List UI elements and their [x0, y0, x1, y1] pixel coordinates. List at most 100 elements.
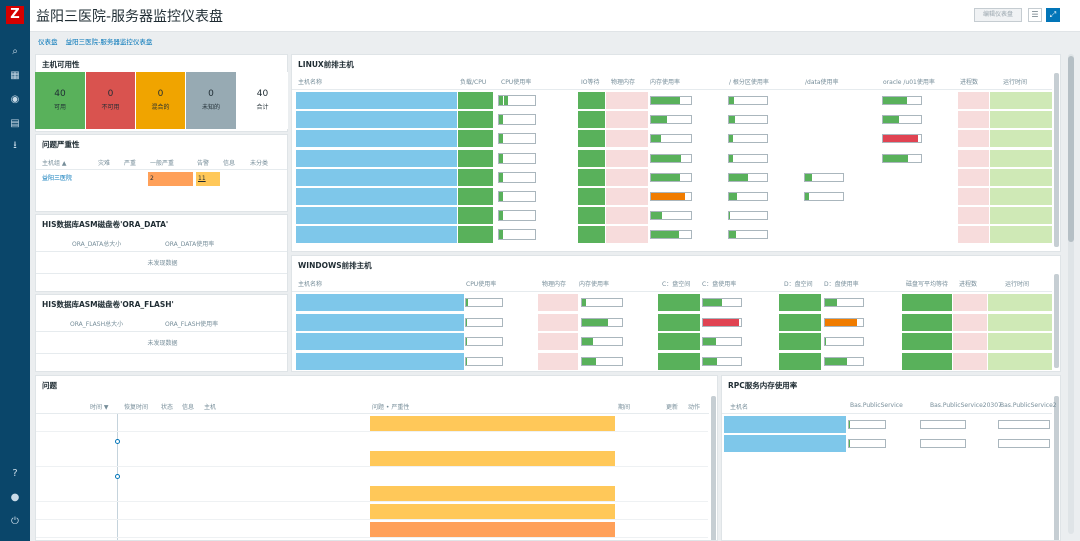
problem-host[interactable]: [204, 521, 370, 538]
cpu-seg: [499, 211, 503, 221]
timeline-dot: [115, 474, 120, 479]
memory-usage-bar: [581, 337, 623, 346]
problem-host[interactable]: [204, 450, 370, 467]
problem-host[interactable]: [204, 485, 370, 502]
table-row[interactable]: [292, 226, 1052, 244]
zabbix-logo[interactable]: Z: [6, 6, 24, 24]
dashboard-icon[interactable]: ▦: [10, 70, 20, 81]
edit-dashboard-button[interactable]: 编辑仪表盘: [974, 8, 1022, 22]
sidebar: Z ⌕ ▦ ◉ ▤ ⭳ ? ● ⏻: [0, 0, 30, 541]
problem-row[interactable]: [36, 450, 708, 467]
average-count[interactable]: 2: [148, 172, 193, 186]
page-scrollbar-track[interactable]: [1068, 54, 1074, 534]
problem-duration[interactable]: [618, 521, 662, 538]
problem-description[interactable]: [370, 504, 615, 519]
memory-usage-bar-fill: [651, 116, 667, 124]
problem-time[interactable]: [36, 450, 112, 467]
problem-description[interactable]: [370, 416, 615, 431]
power-icon[interactable]: ⏻: [11, 516, 19, 527]
table-row[interactable]: [292, 313, 1052, 332]
problem-description[interactable]: [370, 522, 615, 537]
availability-box[interactable]: 40 可用: [35, 72, 85, 129]
problem-time[interactable]: [36, 521, 112, 538]
host-name[interactable]: [296, 352, 464, 370]
table-row[interactable]: [292, 168, 1052, 187]
host-name[interactable]: [296, 188, 457, 205]
table-row[interactable]: [292, 207, 1052, 225]
eye-icon[interactable]: ◉: [10, 94, 20, 105]
table-row[interactable]: [292, 149, 1052, 168]
problem-row[interactable]: [36, 485, 708, 502]
search-icon[interactable]: ⌕: [12, 46, 18, 57]
menu-icon[interactable]: ☰: [1028, 8, 1042, 22]
table-row[interactable]: [292, 111, 1052, 129]
availability-box[interactable]: 0 不可用: [86, 72, 135, 129]
problem-row[interactable]: [36, 415, 708, 432]
cpu-seg: [509, 172, 513, 182]
breadcrumb-item-dashboards[interactable]: 仪表盘: [38, 38, 58, 46]
table-row[interactable]: [292, 352, 1052, 371]
problem-host[interactable]: [204, 503, 370, 520]
problem-time[interactable]: [36, 503, 112, 520]
problem-duration[interactable]: [618, 485, 662, 502]
table-row[interactable]: [292, 188, 1052, 206]
table-row[interactable]: [722, 435, 1052, 453]
c-drive-space: [658, 313, 700, 331]
host-name[interactable]: [296, 149, 457, 167]
host-name[interactable]: [296, 130, 457, 148]
problem-time[interactable]: [36, 415, 112, 432]
problem-description[interactable]: [370, 451, 615, 466]
host-name[interactable]: [296, 92, 457, 109]
host-name[interactable]: [296, 313, 464, 331]
u01-usage-bar: [882, 153, 922, 163]
widget-title: WINDOWS前排主机: [298, 261, 372, 270]
host-name[interactable]: [724, 416, 846, 433]
cpu-seg: [519, 172, 523, 182]
user-icon[interactable]: ●: [10, 492, 20, 503]
problem-row[interactable]: [36, 521, 708, 538]
host-name[interactable]: [296, 294, 464, 311]
table-row[interactable]: [292, 333, 1052, 351]
c-drive-usage-bar: [702, 356, 742, 366]
availability-box[interactable]: 40 合计: [237, 72, 288, 129]
table-row[interactable]: [292, 92, 1052, 110]
table-row[interactable]: [722, 416, 1052, 434]
table-row[interactable]: [292, 130, 1052, 148]
breadcrumb-item-current[interactable]: 益阳三医院-服务器监控仪表盘: [65, 38, 153, 46]
host-name[interactable]: [296, 168, 457, 186]
report-icon[interactable]: ▤: [10, 118, 20, 129]
col-header[interactable]: 时间 ▼: [90, 404, 109, 411]
windows-scrollbar[interactable]: [1054, 274, 1059, 368]
problems-scrollbar[interactable]: [711, 396, 716, 540]
cpu-segment-bar: [498, 152, 536, 164]
host-name[interactable]: [296, 333, 464, 350]
download-icon[interactable]: ⭳: [13, 140, 17, 151]
problem-duration[interactable]: [618, 503, 662, 520]
problem-host[interactable]: [204, 415, 370, 432]
problem-description[interactable]: [370, 486, 615, 501]
problem-time[interactable]: [36, 485, 112, 502]
rpc-scrollbar[interactable]: [1054, 396, 1059, 540]
col-header-group[interactable]: 主机组 ▲: [42, 160, 67, 167]
availability-box[interactable]: 0 混合的: [136, 72, 185, 129]
help-icon[interactable]: ?: [12, 468, 18, 479]
page-scrollbar-thumb[interactable]: [1068, 56, 1074, 242]
host-name[interactable]: [296, 207, 457, 225]
host-name[interactable]: [724, 435, 846, 452]
cpu-seg: [504, 153, 508, 163]
uptime-value: [988, 294, 1052, 311]
availability-label: 未知的: [201, 104, 220, 111]
problem-duration[interactable]: [618, 450, 662, 467]
process-count: [958, 111, 989, 129]
host-group-link[interactable]: 益阳三医院: [42, 175, 73, 182]
fullscreen-icon[interactable]: ⤢: [1046, 8, 1060, 22]
table-row[interactable]: [292, 294, 1052, 312]
availability-box[interactable]: 0 未知的: [186, 72, 236, 129]
problem-duration[interactable]: [618, 415, 662, 432]
io-value: [578, 168, 605, 186]
problem-row[interactable]: [36, 503, 708, 520]
host-name[interactable]: [296, 226, 457, 244]
warning-count[interactable]: 11: [196, 172, 220, 186]
linux-scrollbar[interactable]: [1054, 73, 1059, 247]
host-name[interactable]: [296, 111, 457, 129]
